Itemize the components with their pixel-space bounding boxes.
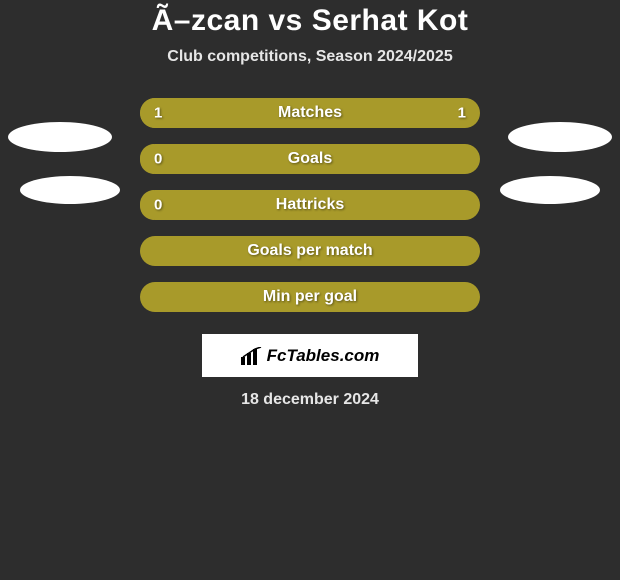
chart-icon: [241, 347, 263, 365]
stat-value-left: 0: [154, 151, 162, 168]
logo-text: FcTables.com: [267, 346, 380, 366]
stat-label: Matches: [278, 104, 342, 122]
stat-label: Hattricks: [276, 196, 344, 214]
stat-bar-left-fill: [140, 190, 154, 220]
stat-label: Min per goal: [263, 288, 357, 306]
stat-label: Goals per match: [247, 242, 372, 260]
player-token-ellipse: [500, 176, 600, 204]
logo-box: FcTables.com: [202, 334, 418, 377]
card-content: Ã–zcan vs Serhat Kot Club competitions, …: [0, 0, 620, 580]
player-token-ellipse: [20, 176, 120, 204]
stat-bar: 1 1 Matches: [140, 98, 480, 128]
date-line: 18 december 2024: [0, 391, 620, 409]
stat-bar: 0 Goals: [140, 144, 480, 174]
stat-value-left: 1: [154, 105, 162, 122]
player-token-ellipse: [8, 122, 112, 152]
subtitle: Club competitions, Season 2024/2025: [0, 48, 620, 66]
player-token-ellipse: [508, 122, 612, 152]
stat-label: Goals: [288, 150, 332, 168]
stat-value-right: 1: [458, 105, 466, 122]
stat-bar: 0 Hattricks: [140, 190, 480, 220]
stat-bar: Goals per match: [140, 236, 480, 266]
stat-bar-left-fill: [140, 144, 154, 174]
page-title: Ã–zcan vs Serhat Kot: [0, 4, 620, 38]
stat-value-left: 0: [154, 197, 162, 214]
stat-bar: Min per goal: [140, 282, 480, 312]
